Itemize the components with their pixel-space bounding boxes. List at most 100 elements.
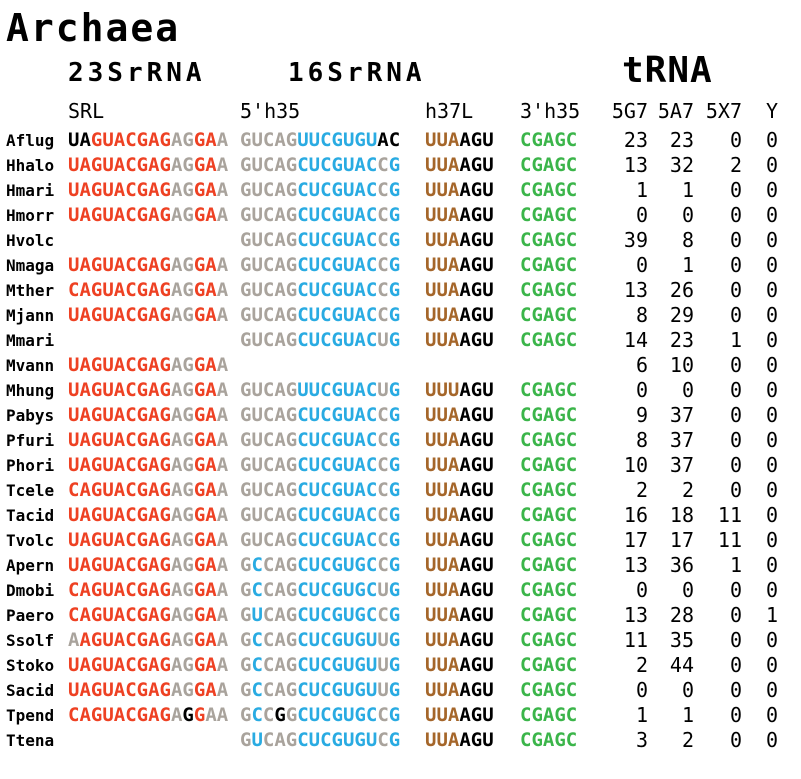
5g7-value: 0: [635, 578, 648, 602]
5x7-value: 0: [729, 578, 742, 602]
5x7-value: 11: [717, 503, 742, 527]
y-value: 0: [765, 703, 778, 727]
5x7-value: 0: [729, 603, 742, 627]
5h35-sequence: GCCAGCUCGUGCUG: [240, 579, 401, 601]
y-value: 0: [765, 128, 778, 152]
column-header-srl: SRL: [68, 99, 105, 123]
5a7-value: 0: [681, 578, 694, 602]
5a7-value: 35: [669, 628, 694, 652]
y-value: 0: [765, 228, 778, 252]
3h35-sequence: CGAGC: [520, 654, 578, 676]
5a7-value: 28: [669, 603, 694, 627]
species-label: Nmaga: [6, 256, 55, 275]
h37l-sequence: UUAAGU: [425, 729, 494, 751]
h37l-sequence: UUAAGU: [425, 504, 494, 526]
5h35-sequence: GUCAGCUCGUACCG: [240, 529, 401, 551]
species-label: Pabys: [6, 406, 55, 425]
species-label: Ttena: [6, 731, 55, 750]
5g7-value: 0: [635, 253, 648, 277]
srl-sequence: UAGUACGAGAGGAA: [68, 429, 229, 451]
3h35-sequence: CGAGC: [520, 229, 578, 251]
5h35-sequence: GCCGGCUCGUGCCG: [240, 704, 401, 726]
5x7-value: 11: [717, 528, 742, 552]
species-label: Tcele: [6, 481, 55, 500]
table-row: Ttena GUCAGCUCGUGUCG UUAAGU CGAGC 3 2 0 0: [0, 728, 801, 753]
y-value: 0: [765, 203, 778, 227]
5x7-value: 0: [729, 453, 742, 477]
5g7-value: 8: [635, 303, 648, 327]
5a7-value: 37: [669, 453, 694, 477]
srl-sequence: AAGUACGAGAGGAA: [68, 629, 229, 651]
5x7-value: 1: [729, 328, 742, 352]
species-label: Mjann: [6, 306, 55, 325]
3h35-sequence: CGAGC: [520, 704, 578, 726]
page-title: Archaea: [6, 6, 181, 50]
column-header-5h35: 5'h35: [240, 99, 301, 123]
sequence-table: Aflug UAGUACGAGAGGAA GUCAGUUCGUGUAC UUAAGU C…: [0, 128, 801, 753]
species-label: Ssolf: [6, 631, 55, 650]
5h35-sequence: GCCAGCUCGUGCCG: [240, 554, 401, 576]
5g7-value: 8: [635, 428, 648, 452]
5a7-value: 0: [681, 378, 694, 402]
h37l-sequence: UUAAGU: [425, 704, 494, 726]
y-value: 0: [765, 253, 778, 277]
5a7-value: 8: [681, 228, 694, 252]
species-label: Tpend: [6, 706, 55, 725]
5a7-value: 0: [681, 203, 694, 227]
srl-sequence: UAGUACGAGAGGAA: [68, 554, 229, 576]
h37l-sequence: UUAAGU: [425, 179, 494, 201]
table-row: Hmorr UAGUACGAGAGGAA GUCAGCUCGUACCG UUAAGU C…: [0, 203, 801, 228]
3h35-sequence: CGAGC: [520, 604, 578, 626]
3h35-sequence: CGAGC: [520, 404, 578, 426]
y-value: 0: [765, 153, 778, 177]
table-row: Pfuri UAGUACGAGAGGAA GUCAGCUCGUACCG UUAAGU C…: [0, 428, 801, 453]
5x7-value: 0: [729, 353, 742, 377]
y-value: 0: [765, 578, 778, 602]
5a7-value: 37: [669, 403, 694, 427]
srl-sequence: CAGUACGAGAGGAA: [68, 479, 229, 501]
y-value: 0: [765, 678, 778, 702]
5h35-sequence: GUCAGCUCGUACUG: [240, 329, 401, 351]
5x7-value: 0: [729, 703, 742, 727]
srl-sequence: CAGUACGAGAGGAA: [68, 579, 229, 601]
srl-sequence: UAGUACGAGAGGAA: [68, 354, 229, 376]
y-value: 0: [765, 453, 778, 477]
5h35-sequence: GUCAGCUCGUACCG: [240, 504, 401, 526]
5h35-sequence: GUCAGUUCGUACUG: [240, 379, 401, 401]
5x7-value: 0: [729, 653, 742, 677]
species-label: Mmari: [6, 331, 55, 350]
srl-sequence: CAGUACGAGAGGAA: [68, 704, 229, 726]
5a7-value: 2: [681, 728, 694, 752]
table-row: Pabys UAGUACGAGAGGAA GUCAGCUCGUACCG UUAAGU C…: [0, 403, 801, 428]
3h35-sequence: CGAGC: [520, 429, 578, 451]
5x7-value: 0: [729, 178, 742, 202]
column-header-y: Y: [765, 99, 778, 123]
3h35-sequence: CGAGC: [520, 379, 578, 401]
5g7-value: 10: [623, 453, 648, 477]
species-label: Mther: [6, 281, 55, 300]
3h35-sequence: CGAGC: [520, 154, 578, 176]
species-label: Stoko: [6, 656, 55, 675]
5a7-value: 1: [681, 253, 694, 277]
srl-sequence: UAGUACGAGAGGAA: [68, 179, 229, 201]
3h35-sequence: CGAGC: [520, 579, 578, 601]
column-header-5g7: 5G7: [611, 99, 648, 123]
3h35-sequence: CGAGC: [520, 454, 578, 476]
species-label: Mhung: [6, 381, 55, 400]
5a7-value: 36: [669, 553, 694, 577]
srl-sequence: UAGUACGAGAGGAA: [68, 529, 229, 551]
y-value: 0: [765, 178, 778, 202]
5x7-value: 0: [729, 253, 742, 277]
5g7-value: 0: [635, 203, 648, 227]
h37l-sequence: UUAAGU: [425, 629, 494, 651]
3h35-sequence: CGAGC: [520, 304, 578, 326]
5g7-value: 39: [623, 228, 648, 252]
y-value: 0: [765, 628, 778, 652]
5x7-value: 0: [729, 303, 742, 327]
5h35-sequence: GUCAGUUCGUGUAC: [240, 129, 401, 151]
h37l-sequence: UUAAGU: [425, 129, 494, 151]
species-label: Hvolc: [6, 231, 55, 250]
5h35-sequence: GUCAGCUCGUGUCG: [240, 729, 401, 751]
table-row: Mvann UAGUACGAGAGGAA 6 10 0 0: [0, 353, 801, 378]
